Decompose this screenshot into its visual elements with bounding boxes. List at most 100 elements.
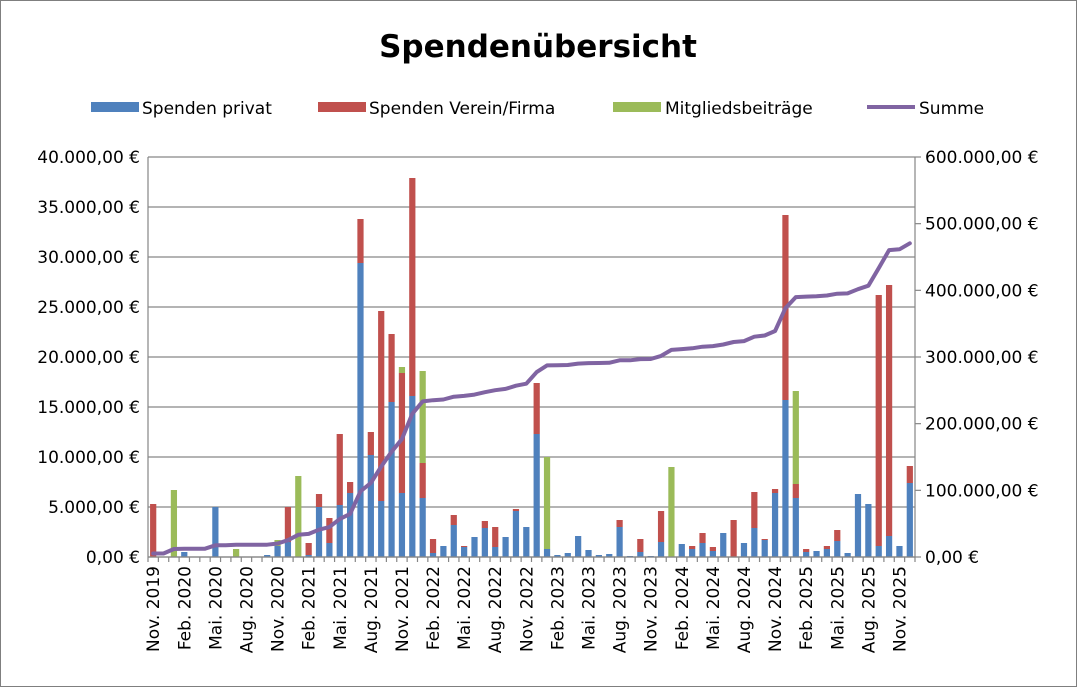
x-tick-label: Aug. 2020 <box>238 566 258 653</box>
bar-spenden-verein-firma <box>284 507 292 542</box>
y-right-tick-label: 200.000,00 € <box>925 415 1039 435</box>
bar-spenden-privat <box>481 528 488 557</box>
bar-spenden-verein-firma <box>398 373 406 493</box>
bar-spenden-verein-firma <box>326 518 333 543</box>
bar-spenden-verein-firma <box>792 484 799 498</box>
bar-spenden-privat <box>388 402 395 557</box>
x-tick-label: Mai. 2024 <box>704 566 724 650</box>
bar-spenden-privat <box>419 498 426 557</box>
bar-spenden-privat <box>409 396 416 557</box>
x-tick-label: Aug. 2023 <box>611 566 631 653</box>
bar-spenden-verein-firma <box>336 434 343 505</box>
bar-spenden-verein-firma <box>803 549 810 552</box>
bars <box>150 178 913 557</box>
bar-spenden-privat <box>181 552 188 557</box>
bar-spenden-verein-firma <box>461 546 468 547</box>
legend-label-membership: Mitgliedsbeiträge <box>665 99 813 119</box>
x-tick-label: Feb. 2021 <box>300 566 320 650</box>
bar-spenden-privat <box>699 543 706 557</box>
bar-spenden-verein-firma <box>637 539 644 552</box>
bar-spenden-privat <box>720 533 727 557</box>
bar-spenden-verein-firma <box>616 520 623 527</box>
bar-mitgliedsbeitr-ge <box>543 457 551 549</box>
bar-spenden-privat <box>440 546 447 557</box>
bar-spenden-verein-firma <box>492 527 499 547</box>
bar-spenden-verein-firma <box>512 509 520 511</box>
bar-spenden-privat <box>906 483 913 557</box>
bar-spenden-privat <box>792 498 799 557</box>
bar-spenden-privat <box>492 547 499 557</box>
sum-line-group <box>151 241 912 556</box>
y-left-tick-label: 30.000,00 € <box>37 248 140 268</box>
bar-spenden-privat <box>533 434 540 557</box>
bar-spenden-privat <box>305 555 312 557</box>
axes <box>147 156 921 562</box>
y-right-tick-label: 500.000,00 € <box>925 215 1039 235</box>
x-tick-label: Mai. 2021 <box>331 566 351 650</box>
bar-spenden-privat <box>834 541 841 557</box>
bar-spenden-verein-firma <box>429 539 437 553</box>
bar-spenden-privat <box>637 552 644 557</box>
bar-spenden-verein-firma <box>305 543 312 555</box>
legend-swatch-membership <box>613 102 661 112</box>
bar-spenden-verein-firma <box>347 482 354 493</box>
bar-spenden-privat <box>461 547 468 557</box>
bar-spenden-privat <box>564 553 571 557</box>
bar-spenden-privat <box>398 493 406 557</box>
bar-mitgliedsbeitr-ge <box>232 549 240 557</box>
bar-spenden-privat <box>284 542 292 557</box>
bar-spenden-verein-firma <box>885 285 893 536</box>
bar-spenden-privat <box>657 542 665 557</box>
legend-swatch-company <box>318 102 366 112</box>
x-tick-label: Nov. 2019 <box>144 566 164 652</box>
y-right-tick-label: 400.000,00 € <box>925 281 1039 301</box>
bar-spenden-privat <box>813 551 820 557</box>
x-tick-label: Mai. 2022 <box>455 566 475 650</box>
legend-label-company: Spenden Verein/Firma <box>369 99 555 119</box>
bar-spenden-verein-firma <box>357 219 364 263</box>
bar-mitgliedsbeitr-ge <box>170 490 178 557</box>
bar-spenden-privat <box>336 505 343 557</box>
bar-spenden-privat <box>751 528 758 557</box>
bar-spenden-verein-firma <box>906 466 913 483</box>
y-axis-left-labels: 0,00 € 5.000,00 € 10.000,00 € 15.000,00 € 20… <box>37 148 140 568</box>
legend-label-sum: Summe <box>919 99 984 119</box>
x-axis-labels: Nov. 2019 Feb. 2020 Mai. 2020 Aug. 2020 Nov.… <box>144 566 910 653</box>
bar-spenden-privat <box>274 546 281 557</box>
bar-spenden-privat <box>378 501 385 557</box>
bar-spenden-verein-firma <box>657 511 665 542</box>
bar-spenden-privat <box>782 400 789 557</box>
x-tick-label: Mai. 2020 <box>206 566 226 650</box>
bar-spenden-verein-firma <box>761 539 768 540</box>
bar-spenden-verein-firma <box>533 383 540 434</box>
y-left-tick-label: 0,00 € <box>86 548 140 568</box>
bar-spenden-verein-firma <box>481 521 488 528</box>
bar-spenden-verein-firma <box>315 494 323 507</box>
bar-spenden-privat <box>844 553 851 557</box>
bar-spenden-privat <box>264 555 271 557</box>
legend: Spenden privat Spenden Verein/Firma Mitg… <box>91 99 984 119</box>
x-tick-label: Aug. 2021 <box>362 566 382 653</box>
x-tick-label: Nov. 2023 <box>642 566 662 652</box>
x-tick-label: Mai. 2023 <box>580 566 600 650</box>
bar-spenden-verein-firma <box>367 432 374 455</box>
bar-spenden-privat <box>450 525 457 557</box>
x-tick-label: Feb. 2025 <box>797 566 817 650</box>
x-tick-label: Feb. 2024 <box>673 566 693 650</box>
y-left-tick-label: 5.000,00 € <box>48 498 140 518</box>
bar-spenden-privat <box>854 494 862 557</box>
bar-spenden-verein-firma <box>751 492 758 528</box>
bar-spenden-privat <box>429 553 437 557</box>
bar-spenden-verein-firma <box>709 547 716 551</box>
y-right-tick-label: 100.000,00 € <box>925 481 1039 501</box>
bar-spenden-verein-firma <box>150 504 157 557</box>
bar-spenden-privat <box>709 551 716 557</box>
bar-spenden-verein-firma <box>388 334 395 402</box>
x-tick-label: Aug. 2022 <box>486 566 506 653</box>
y-right-tick-label: 600.000,00 € <box>925 148 1039 168</box>
bar-spenden-verein-firma <box>730 520 737 557</box>
bar-mitgliedsbeitr-ge <box>668 467 675 557</box>
x-tick-label: Nov. 2025 <box>891 566 911 652</box>
bar-spenden-privat <box>875 546 882 557</box>
x-tick-label: Nov. 2022 <box>517 566 537 652</box>
